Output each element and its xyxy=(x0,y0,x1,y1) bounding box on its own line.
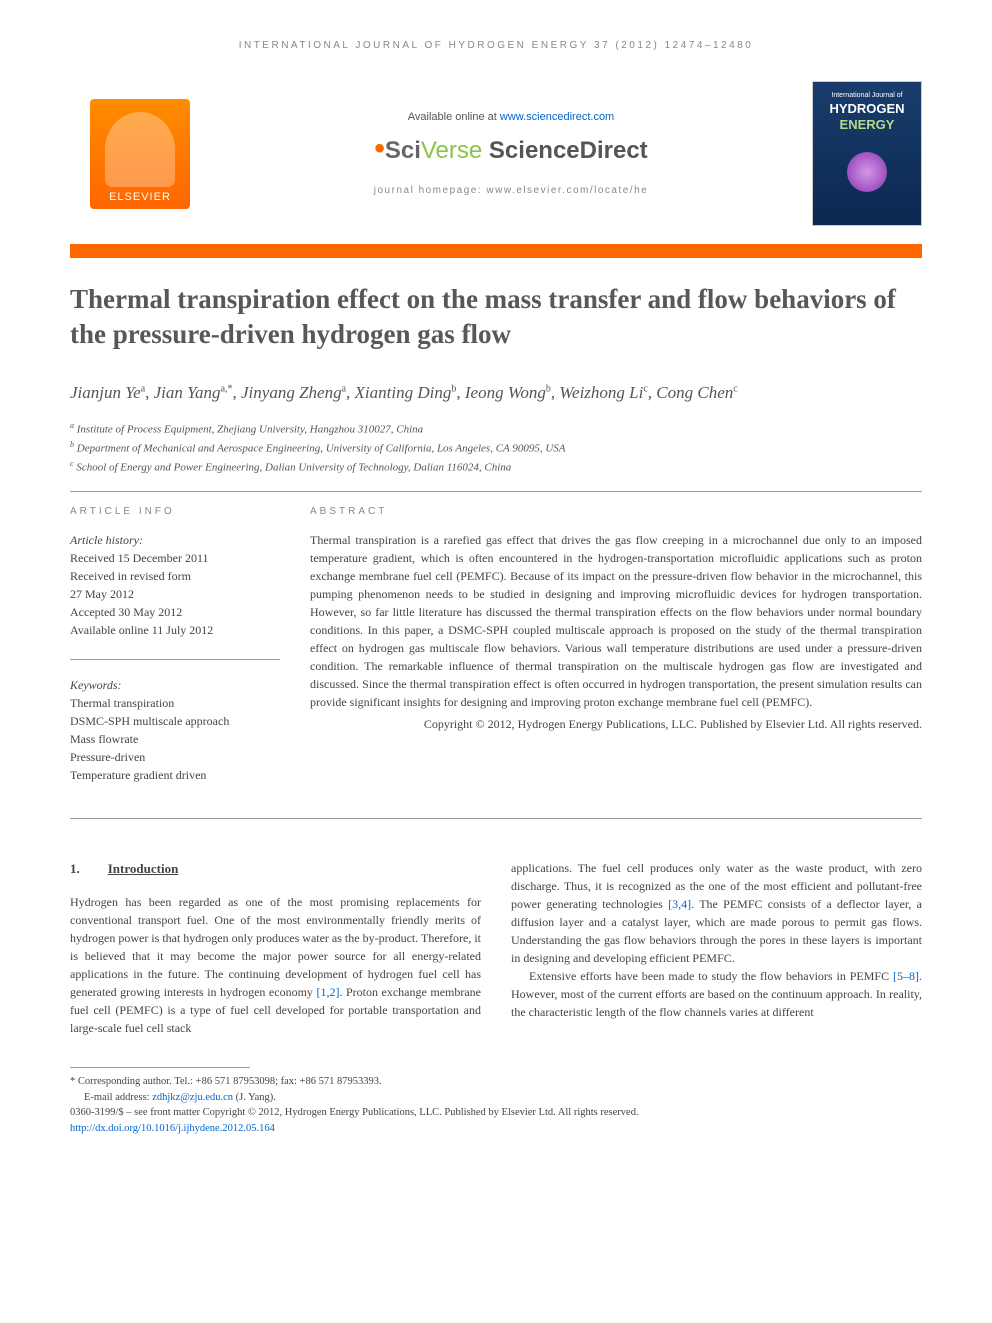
copyright-text: Copyright © 2012, Hydrogen Energy Public… xyxy=(310,715,922,733)
online-date: Available online 11 July 2012 xyxy=(70,621,280,639)
doi-line: http://dx.doi.org/10.1016/j.ijhydene.201… xyxy=(70,1121,922,1137)
section-title: Introduction xyxy=(108,859,179,879)
banner-center: Available online at www.sciencedirect.co… xyxy=(210,111,812,196)
info-heading: ARTICLE INFO xyxy=(70,506,280,517)
email-link[interactable]: zdhjkz@zju.edu.cn xyxy=(152,1092,233,1103)
body-columns: 1. Introduction Hydrogen has been regard… xyxy=(70,859,922,1037)
keywords-label: Keywords: xyxy=(70,676,280,694)
sd-text: ScienceDirect xyxy=(482,137,647,164)
keyword: Pressure-driven xyxy=(70,748,280,766)
info-divider xyxy=(70,659,280,660)
ref-link[interactable]: [3,4] xyxy=(668,897,691,911)
accepted-date: Accepted 30 May 2012 xyxy=(70,603,280,621)
keywords-block: Keywords: Thermal transpiration DSMC-SPH… xyxy=(70,676,280,784)
cover-energy: ENERGY xyxy=(840,117,895,132)
body-paragraph: Extensive efforts have been made to stud… xyxy=(511,967,922,1021)
affiliation-a: a Institute of Process Equipment, Zhejia… xyxy=(70,420,922,439)
journal-homepage: journal homepage: www.elsevier.com/locat… xyxy=(230,185,792,196)
ref-link[interactable]: [1,2] xyxy=(316,985,339,999)
divider xyxy=(70,818,922,819)
cover-main-title: HYDROGEN ENERGY xyxy=(829,101,904,132)
body-col-left: 1. Introduction Hydrogen has been regard… xyxy=(70,859,481,1037)
keyword: DSMC-SPH multiscale approach xyxy=(70,712,280,730)
email-line: E-mail address: zdhjkz@zju.edu.cn (J. Ya… xyxy=(70,1090,922,1106)
journal-cover: International Journal of HYDROGEN ENERGY xyxy=(812,81,922,226)
cover-small-title: International Journal of xyxy=(831,92,902,99)
elsevier-logo: ELSEVIER xyxy=(90,99,190,209)
received-date: Received 15 December 2011 xyxy=(70,549,280,567)
keyword: Thermal transpiration xyxy=(70,694,280,712)
history-block: Article history: Received 15 December 20… xyxy=(70,531,280,639)
divider xyxy=(70,491,922,492)
sciverse-logo: •SciVerse ScienceDirect xyxy=(230,137,792,165)
divider-bar xyxy=(70,244,922,258)
body-col-right: applications. The fuel cell produces onl… xyxy=(511,859,922,1037)
avail-prefix: Available online at xyxy=(408,111,500,123)
running-header: INTERNATIONAL JOURNAL OF HYDROGEN ENERGY… xyxy=(70,40,922,51)
article-title: Thermal transpiration effect on the mass… xyxy=(70,282,922,352)
section-number: 1. xyxy=(70,859,80,879)
elsevier-text: ELSEVIER xyxy=(109,191,171,203)
body-paragraph: Hydrogen has been regarded as one of the… xyxy=(70,893,481,1037)
elsevier-logo-block: ELSEVIER xyxy=(70,99,210,209)
corresponding-author: * Corresponding author. Tel.: +86 571 87… xyxy=(70,1074,922,1090)
front-matter: 0360-3199/$ – see front matter Copyright… xyxy=(70,1105,922,1121)
keyword: Temperature gradient driven xyxy=(70,766,280,784)
cover-graphic-icon xyxy=(847,152,887,192)
revised-label: Received in revised form xyxy=(70,567,280,585)
abstract-col: ABSTRACT Thermal transpiration is a rare… xyxy=(310,506,922,804)
publisher-banner: ELSEVIER Available online at www.science… xyxy=(70,81,922,226)
sci-text: Sci xyxy=(385,137,421,164)
history-label: Article history: xyxy=(70,531,280,549)
article-info-col: ARTICLE INFO Article history: Received 1… xyxy=(70,506,280,804)
abstract-text: Thermal transpiration is a rarefied gas … xyxy=(310,531,922,711)
affiliation-b: b Department of Mechanical and Aerospace… xyxy=(70,439,922,458)
section-heading: 1. Introduction xyxy=(70,859,481,879)
keyword: Mass flowrate xyxy=(70,730,280,748)
available-online: Available online at www.sciencedirect.co… xyxy=(230,111,792,123)
footer-notes: * Corresponding author. Tel.: +86 571 87… xyxy=(70,1074,922,1137)
affiliation-c: c School of Energy and Power Engineering… xyxy=(70,458,922,477)
info-abstract-row: ARTICLE INFO Article history: Received 1… xyxy=(70,506,922,804)
ref-link[interactable]: [5–8] xyxy=(893,969,919,983)
elsevier-tree-icon xyxy=(105,112,175,187)
verse-text: Verse xyxy=(421,137,482,164)
sciencedirect-link[interactable]: www.sciencedirect.com xyxy=(500,111,614,123)
doi-link[interactable]: http://dx.doi.org/10.1016/j.ijhydene.201… xyxy=(70,1123,275,1134)
cover-hydrogen: HYDROGEN xyxy=(829,101,904,116)
footer-divider xyxy=(70,1067,250,1068)
authors-line: Jianjun Yea, Jian Yanga,*, Jinyang Zheng… xyxy=(70,380,922,406)
bullet-icon: • xyxy=(374,132,385,165)
body-paragraph: applications. The fuel cell produces onl… xyxy=(511,859,922,967)
revised-date: 27 May 2012 xyxy=(70,585,280,603)
abstract-heading: ABSTRACT xyxy=(310,506,922,517)
affiliations-block: a Institute of Process Equipment, Zhejia… xyxy=(70,420,922,478)
